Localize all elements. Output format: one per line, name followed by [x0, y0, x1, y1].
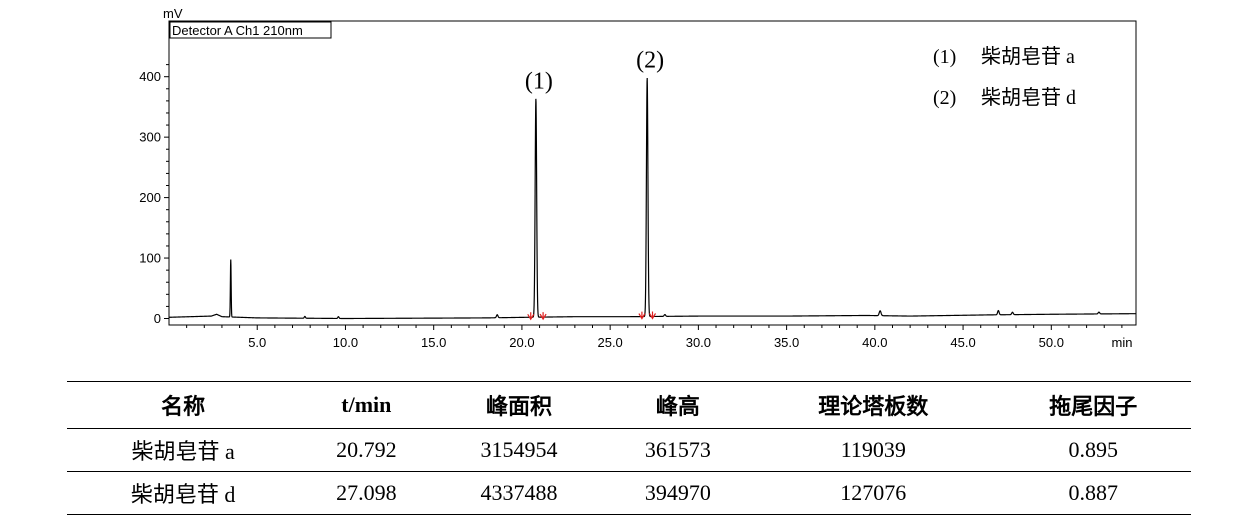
integration-marks [527, 311, 657, 321]
x-tick-label: 20.0 [509, 335, 534, 350]
x-tick-label: 40.0 [862, 335, 887, 350]
peak-label: (1) [525, 69, 553, 95]
header-theoretical-plates: 理论塔板数 [751, 381, 996, 429]
legend-name-1: 柴胡皂苷 a [981, 45, 1075, 68]
x-tick-label: 5.0 [248, 335, 266, 350]
x-tick-label: 30.0 [686, 335, 711, 350]
legend: (1) 柴胡皂苷 a (2) 柴胡皂苷 d [933, 45, 1076, 109]
peak-labels: (1) (2) [525, 48, 664, 95]
x-tick-label: 25.0 [597, 335, 622, 350]
cell-tailing-factor: 0.887 [995, 471, 1191, 515]
x-unit-label: min [1112, 335, 1133, 350]
legend-marker-1: (1) [933, 46, 956, 68]
x-axis: 5.0 10.0 15.0 20.0 25.0 30.0 35.0 40.0 45.0 50.0 [186, 325, 1123, 350]
header-peak-height: 峰高 [604, 381, 752, 429]
peak-label: (2) [636, 48, 664, 74]
x-tick-label: 50.0 [1039, 335, 1064, 350]
header-tailing-factor: 拖尾因子 [995, 381, 1191, 429]
cell-theoretical-plates: 119039 [751, 428, 996, 472]
integration-mark [638, 311, 646, 320]
x-tick-label: 35.0 [774, 335, 799, 350]
y-tick-label: 100 [139, 251, 161, 266]
cell-name: 柴胡皂苷 a [67, 428, 300, 472]
cell-name: 柴胡皂苷 d [67, 471, 300, 515]
y-unit-label: mV [163, 6, 183, 21]
x-tick-label: 10.0 [333, 335, 358, 350]
detector-label: Detector A Ch1 210nm [172, 23, 303, 38]
header-peak-area: 峰面积 [433, 381, 605, 429]
y-tick-label: 300 [139, 130, 161, 145]
integration-mark [539, 312, 547, 321]
cell-peak-area: 3154954 [433, 428, 605, 472]
chromatogram-trace [169, 77, 1137, 320]
cell-tailing-factor: 0.895 [995, 428, 1191, 472]
integration-mark [648, 311, 657, 320]
y-axis: 0 100 200 300 400 [139, 64, 169, 326]
y-tick-label: 200 [139, 190, 161, 205]
legend-name-2: 柴胡皂苷 d [981, 86, 1076, 109]
integration-mark [527, 312, 535, 321]
cell-peak-height: 394970 [604, 471, 752, 515]
cell-retention-time: 20.792 [299, 428, 434, 472]
results-table: 名称 t/min 峰面积 峰高 理论塔板数 拖尾因子 柴胡皂苷 a 20.792… [67, 381, 1191, 515]
header-name: 名称 [67, 381, 300, 429]
table-row: 柴胡皂苷 a 20.792 3154954 361573 119039 0.89… [67, 428, 1191, 472]
legend-marker-2: (2) [933, 87, 956, 109]
cell-theoretical-plates: 127076 [751, 471, 996, 515]
chromatogram-chart: 0 100 200 300 400 5.0 10.0 15.0 20.0 25.0 30.0 35.… [139, 6, 1137, 350]
table-header-row: 名称 t/min 峰面积 峰高 理论塔板数 拖尾因子 [67, 381, 1191, 429]
y-tick-label: 400 [139, 69, 161, 84]
cell-peak-area: 4337488 [433, 471, 605, 515]
cell-peak-height: 361573 [604, 428, 752, 472]
table-row: 柴胡皂苷 d 27.098 4337488 394970 127076 0.88… [67, 471, 1191, 515]
x-tick-label: 15.0 [421, 335, 446, 350]
cell-retention-time: 27.098 [299, 471, 434, 515]
header-retention-time: t/min [299, 381, 434, 429]
detector-label-box [169, 21, 332, 39]
x-tick-label: 45.0 [950, 335, 975, 350]
y-tick-label: 0 [154, 311, 161, 326]
